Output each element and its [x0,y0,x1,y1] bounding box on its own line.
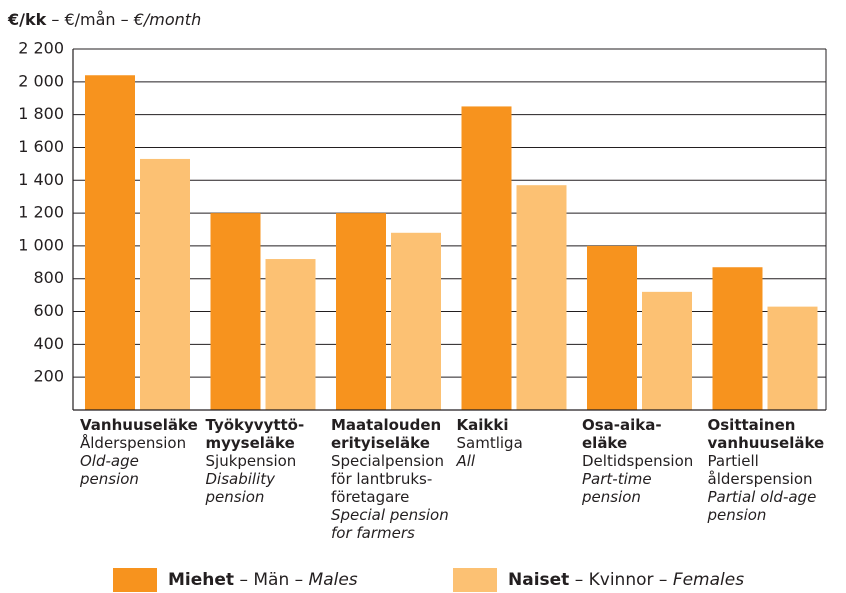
category-line: Samtliga [456,434,523,452]
x-tick-label: Vanhuuseläke Ålderspension Old-age pension [80,416,202,488]
category-line: Special pension for farmers [331,506,449,542]
category-line: Ålderspension [80,434,187,452]
category-line: Part-time pension [582,470,652,506]
bar [642,291,692,410]
legend-part: – Kvinnor – [569,570,673,590]
bar [391,232,441,410]
x-tick-label: Maatalouden erityiseläke Specialpension f… [331,416,453,542]
legend-label: Naiset – Kvinnor – Females [508,568,744,592]
bar [767,306,818,410]
legend-swatch [453,568,497,592]
bar [265,259,316,410]
title-part: €/month [133,10,202,29]
legend-swatch [113,568,157,592]
legend-part: Males [308,570,358,590]
y-tick-label: 400 [33,334,64,353]
bar [85,75,135,410]
bar [140,158,190,410]
legend-part: Miehet [168,570,235,590]
legend-part: Females [672,570,745,590]
legend-part: Naiset [508,570,570,590]
y-tick-label: 1 800 [18,104,64,123]
x-tick-label: Osittainen vanhuuseläke Partiell ålderspe… [708,416,830,524]
category-line: Vanhuuseläke [80,416,198,434]
chart-title: €/kk – €/mån – €/month [7,10,201,29]
category-line: Maatalouden erityiseläke [331,416,442,452]
category-line: Kaikki [456,416,509,434]
y-tick-label: 1 600 [18,137,64,156]
category-line: Disability pension [205,470,276,506]
category-line: Old-age pension [80,452,139,488]
y-tick-label: 600 [33,301,64,320]
bar [587,245,637,410]
category-line: All [456,452,476,470]
title-part: – €/mån – [46,10,133,29]
category-line: Osittainen vanhuuseläke [707,416,825,452]
y-tick-label: 1 200 [18,203,64,222]
bar [210,213,261,410]
title-part: €/kk [7,10,47,29]
y-tick-label: 2 200 [18,39,64,58]
legend-label: Miehet – Män – Males [168,568,358,592]
category-line: Deltids­pension [582,452,694,470]
category-line: Partiell ålderspension [707,452,813,488]
category-line: Specialpension för lantbruks­företagare [331,452,444,506]
y-tick-label: 800 [33,268,64,287]
category-line: Sjukpension [205,452,297,470]
y-tick-label: 200 [33,367,64,386]
x-tick-label: Osa-aika-eläke Deltids­pension Part-time p… [582,416,704,506]
category-line: Työkyvyttö­myyseläke [205,416,305,452]
legend-part: – Män – [234,570,309,590]
bar [336,213,386,410]
category-line: Partial old-age pension [707,488,817,524]
bar [712,267,763,410]
y-tick-label: 2 000 [18,71,64,90]
category-line: Osa-aika-eläke [582,416,662,452]
x-tick-label: Kaikki Samtliga All [457,416,579,470]
bar [461,106,512,410]
y-tick-label: 1 400 [18,170,64,189]
x-tick-label: Työkyvyttö­myyseläke Sjukpension Disabilit… [206,416,328,506]
bar [516,185,567,410]
y-tick-label: 1 000 [18,235,64,254]
